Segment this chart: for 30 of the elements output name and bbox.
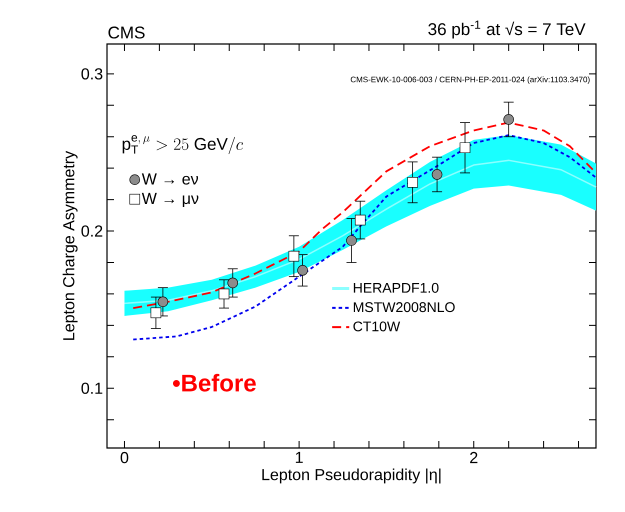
point	[503, 114, 514, 125]
y-axis-title: Lepton Charge Asymmetry	[62, 150, 78, 340]
chart-title: CMS	[108, 26, 145, 39]
y-tick-label: 0.2	[81, 225, 102, 237]
point	[218, 288, 230, 300]
point	[432, 169, 442, 180]
x-tick-label: 0	[120, 452, 128, 464]
point	[227, 278, 238, 288]
point	[346, 235, 357, 246]
legend-label: HERAPDF1.0	[354, 282, 439, 293]
point	[460, 142, 470, 154]
annotation: •Before	[172, 374, 256, 392]
annotation: $\mathrm{p}_{\mathrm{T}}^{\mathrm{e},\,\mu} > 25\ \mathrm{GeV}/c$	[122, 135, 243, 154]
y-tick-label: 0.3	[81, 68, 102, 80]
legend-label: W → μν	[142, 192, 198, 208]
legend-label: CT10W	[353, 321, 400, 332]
point	[407, 177, 418, 188]
legend-label: W → eν	[142, 173, 198, 185]
point	[150, 308, 162, 318]
annotation: CMS-EWK-10-006-003 / CERN-PH-EP-2011-024 (arXiv:1103.3470)	[350, 76, 590, 84]
point	[354, 214, 366, 226]
legend-label: MSTW2008NLO	[354, 302, 455, 312]
x-tick-label: 2	[470, 452, 478, 464]
point	[158, 296, 168, 308]
x-tick-label: 1	[296, 452, 303, 463]
y-tick-label: 0.1	[81, 382, 102, 394]
point	[288, 250, 300, 262]
point	[297, 265, 308, 276]
chart-subtitle: 36 pb$^{-1}$ at √s = 7 TeV	[428, 20, 586, 39]
x-axis-title: Lepton Pseudorapidity |η|	[262, 468, 440, 484]
